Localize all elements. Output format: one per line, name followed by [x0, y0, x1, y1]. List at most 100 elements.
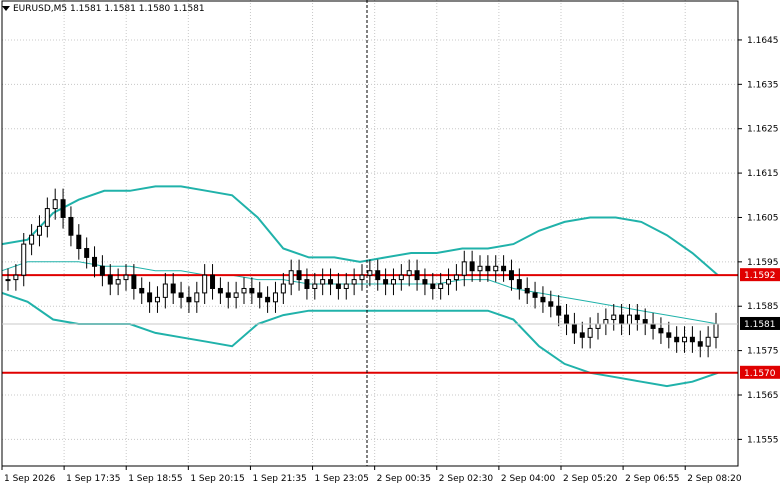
candle-body	[335, 283, 341, 289]
candle-body	[438, 283, 444, 289]
candle-body	[36, 225, 42, 236]
candle-body	[52, 199, 58, 210]
candle-body	[296, 270, 302, 281]
candle-body	[139, 287, 145, 294]
candle-body	[516, 279, 522, 289]
candle-body	[532, 292, 538, 298]
candle-body	[257, 292, 263, 298]
candle-body	[359, 274, 365, 281]
candle-body	[477, 265, 483, 272]
candles	[5, 188, 719, 358]
candle-body	[375, 270, 381, 281]
candle-body	[147, 292, 153, 303]
candle-body	[29, 234, 35, 245]
candle-body	[556, 305, 562, 316]
candle-body	[115, 279, 121, 285]
candle-body	[178, 292, 184, 298]
candle-body	[154, 296, 160, 303]
candle-body	[202, 274, 208, 294]
candle-body	[249, 287, 255, 294]
candle-body	[658, 327, 664, 334]
x-tick-label: 2 Sep 00:35	[377, 474, 431, 484]
candle-body	[579, 332, 585, 338]
band-middle-line	[1, 261, 719, 325]
candle-body	[485, 265, 491, 272]
candle-body	[21, 243, 27, 276]
candle-body	[280, 283, 286, 294]
candle-body	[571, 323, 577, 334]
level-price-label: 1.1592	[744, 271, 776, 281]
candle-body	[328, 279, 334, 285]
symbol-label: EURUSD,M5	[13, 4, 68, 14]
chart-header: EURUSD,M5 1.1581 1.1581 1.1580 1.1581	[2, 4, 205, 14]
candle-body	[265, 296, 271, 303]
candle-body	[320, 279, 326, 285]
candle-body	[453, 274, 459, 281]
candle-body	[611, 314, 617, 321]
candle-body	[217, 287, 223, 294]
candle-body	[406, 270, 412, 276]
level-price-tag	[740, 268, 780, 282]
candle-body	[186, 296, 192, 303]
y-tick-label: 1.1575	[747, 347, 779, 357]
x-tick-label: 1 Sep 21:35	[252, 474, 306, 484]
candle-body	[697, 341, 703, 347]
candle-body	[501, 265, 507, 272]
candle-body	[225, 292, 231, 298]
candle-body	[603, 319, 609, 325]
candle-body	[84, 248, 90, 258]
candle-body	[666, 332, 672, 338]
candle-body	[170, 283, 176, 294]
candle-body	[414, 270, 420, 281]
y-tick-label: 1.1585	[747, 302, 779, 312]
y-tick-label: 1.1595	[747, 258, 779, 268]
candle-body	[343, 283, 349, 289]
grid	[2, 0, 738, 466]
candle-body	[13, 274, 19, 281]
x-tick-label: 2 Sep 04:00	[501, 474, 556, 484]
y-tick-label: 1.1555	[747, 435, 779, 445]
candle-body	[107, 274, 113, 285]
y-tick-label: 1.1605	[747, 213, 779, 223]
candle-body	[548, 301, 554, 307]
x-tick-label: 1 Sep 20:15	[190, 474, 244, 484]
candle-body	[367, 270, 373, 276]
band-upper-line	[1, 185, 719, 276]
candle-body	[351, 279, 357, 285]
x-tick-label: 1 Sep 2026	[4, 474, 56, 484]
candle-body	[461, 261, 467, 276]
open-value: 1.1581	[70, 4, 102, 14]
candle-body	[430, 283, 436, 289]
candle-body	[524, 287, 530, 294]
candle-body	[595, 323, 601, 329]
candle-body	[5, 279, 11, 282]
x-tick-label: 2 Sep 02:30	[439, 474, 494, 484]
y-tick-label: 1.1645	[747, 36, 779, 46]
x-tick-label: 1 Sep 23:05	[315, 474, 369, 484]
candle-body	[626, 314, 632, 325]
candle-body	[92, 256, 98, 267]
candle-body	[446, 279, 452, 285]
x-tick-label: 2 Sep 06:55	[625, 474, 679, 484]
candle-body	[422, 279, 428, 285]
candle-body	[619, 314, 625, 325]
candle-body	[508, 270, 514, 281]
candle-body	[304, 279, 310, 289]
candle-body	[44, 208, 50, 227]
x-tick-label: 1 Sep 18:55	[128, 474, 182, 484]
triangle-down-icon[interactable]	[2, 6, 10, 11]
candle-body	[272, 292, 278, 303]
candle-body	[564, 314, 570, 325]
level-price-tag	[740, 365, 780, 379]
candle-body	[587, 327, 593, 338]
y-tick-label: 1.1635	[747, 80, 779, 90]
low-value: 1.1580	[138, 4, 171, 14]
y-tick-label: 1.1565	[747, 391, 779, 401]
candle-body	[162, 283, 168, 298]
candle-body	[123, 274, 129, 281]
candle-body	[650, 323, 656, 329]
candle-body	[398, 274, 404, 281]
